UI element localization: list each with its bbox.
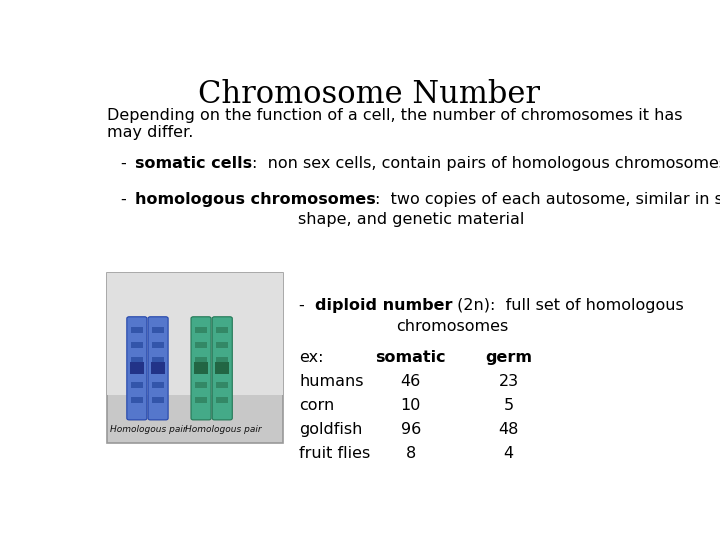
Text: shape, and genetic material: shape, and genetic material (297, 212, 524, 227)
Text: Chromosome Number: Chromosome Number (198, 79, 540, 110)
Text: germ: germ (485, 349, 532, 364)
Bar (195, 342, 207, 348)
Bar (195, 382, 207, 388)
Bar (152, 327, 164, 333)
Bar (195, 397, 207, 403)
Bar (130, 382, 143, 388)
Bar (195, 327, 207, 333)
Text: Homologous pair: Homologous pair (109, 425, 186, 434)
Bar (152, 397, 164, 403)
Text: 23: 23 (498, 374, 518, 389)
Text: 8: 8 (406, 446, 416, 461)
Bar (215, 362, 229, 374)
Text: 46: 46 (401, 374, 421, 389)
Text: -: - (121, 192, 137, 207)
FancyBboxPatch shape (127, 317, 147, 420)
Text: -: - (300, 298, 315, 313)
FancyBboxPatch shape (212, 317, 233, 420)
Text: somatic: somatic (376, 349, 446, 364)
Text: 96: 96 (401, 422, 421, 437)
Text: humans: humans (300, 374, 364, 389)
Text: may differ.: may differ. (107, 125, 193, 140)
Text: -: - (121, 156, 137, 171)
Text: 5: 5 (503, 398, 513, 413)
Text: goldfish: goldfish (300, 422, 363, 437)
Bar (195, 357, 207, 363)
Text: 48: 48 (498, 422, 518, 437)
Text: Homologous pair: Homologous pair (185, 425, 261, 434)
Bar (130, 362, 144, 374)
FancyBboxPatch shape (191, 317, 211, 420)
Text: corn: corn (300, 398, 335, 413)
Text: fruit flies: fruit flies (300, 446, 371, 461)
Text: homologous chromosomes: homologous chromosomes (135, 192, 375, 207)
Text: chromosomes: chromosomes (397, 319, 509, 334)
Bar (107, 273, 282, 395)
Bar (194, 362, 208, 374)
Text: :  non sex cells, contain pairs of homologous chromosomes: : non sex cells, contain pairs of homolo… (252, 156, 720, 171)
Bar (130, 397, 143, 403)
Bar (130, 342, 143, 348)
Text: diploid number: diploid number (315, 298, 452, 313)
Bar (152, 382, 164, 388)
Bar (152, 357, 164, 363)
Bar (151, 362, 165, 374)
Text: (2n):  full set of homologous: (2n): full set of homologous (452, 298, 684, 313)
Text: 4: 4 (503, 446, 513, 461)
Text: ex:: ex: (300, 349, 324, 364)
Text: Depending on the function of a cell, the number of chromosomes it has: Depending on the function of a cell, the… (107, 109, 683, 124)
Bar (152, 342, 164, 348)
Bar (216, 342, 228, 348)
Bar (130, 357, 143, 363)
Bar (130, 327, 143, 333)
Bar (216, 327, 228, 333)
Bar (107, 273, 282, 443)
Bar (216, 357, 228, 363)
Text: 10: 10 (400, 398, 421, 413)
FancyBboxPatch shape (148, 317, 168, 420)
Bar (216, 382, 228, 388)
Text: :  two copies of each autosome, similar in size,: : two copies of each autosome, similar i… (375, 192, 720, 207)
Bar (216, 397, 228, 403)
Text: somatic cells: somatic cells (135, 156, 252, 171)
